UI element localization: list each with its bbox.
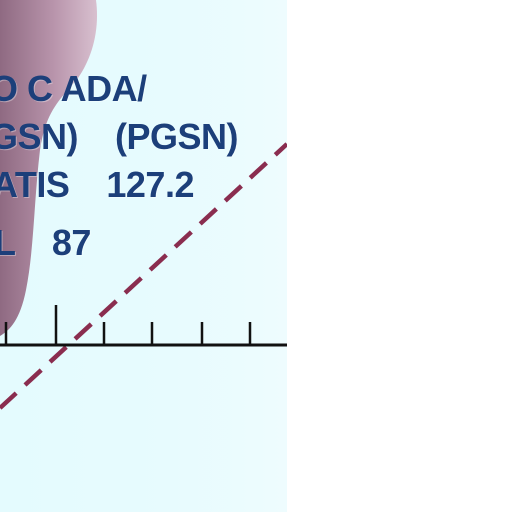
label-line-4: L 87 (0, 222, 91, 264)
label-line-4-right: 87 (51, 222, 92, 263)
dashed-course-line (0, 142, 287, 410)
decorative-ribbon (0, 0, 98, 336)
blank-area (287, 0, 512, 512)
label-line-3: ATIS 127.2 (0, 164, 194, 206)
label-line-1: O C ADA/ (0, 68, 147, 110)
label-line-4-left: L (0, 222, 15, 263)
scale-graphic (0, 142, 287, 410)
chart-panel: O C ADA/ GSN) (PGSN) ATIS 127.2 L 87 (0, 0, 287, 512)
label-line-2-right: (PGSN) (115, 116, 239, 157)
label-atis: ATIS (0, 164, 70, 205)
label-line-1-text: O C ADA/ (0, 68, 147, 109)
label-atis-frequency: 127.2 (106, 164, 194, 205)
label-line-2: GSN) (PGSN) (0, 116, 239, 158)
label-line-2-left: GSN) (0, 116, 79, 157)
